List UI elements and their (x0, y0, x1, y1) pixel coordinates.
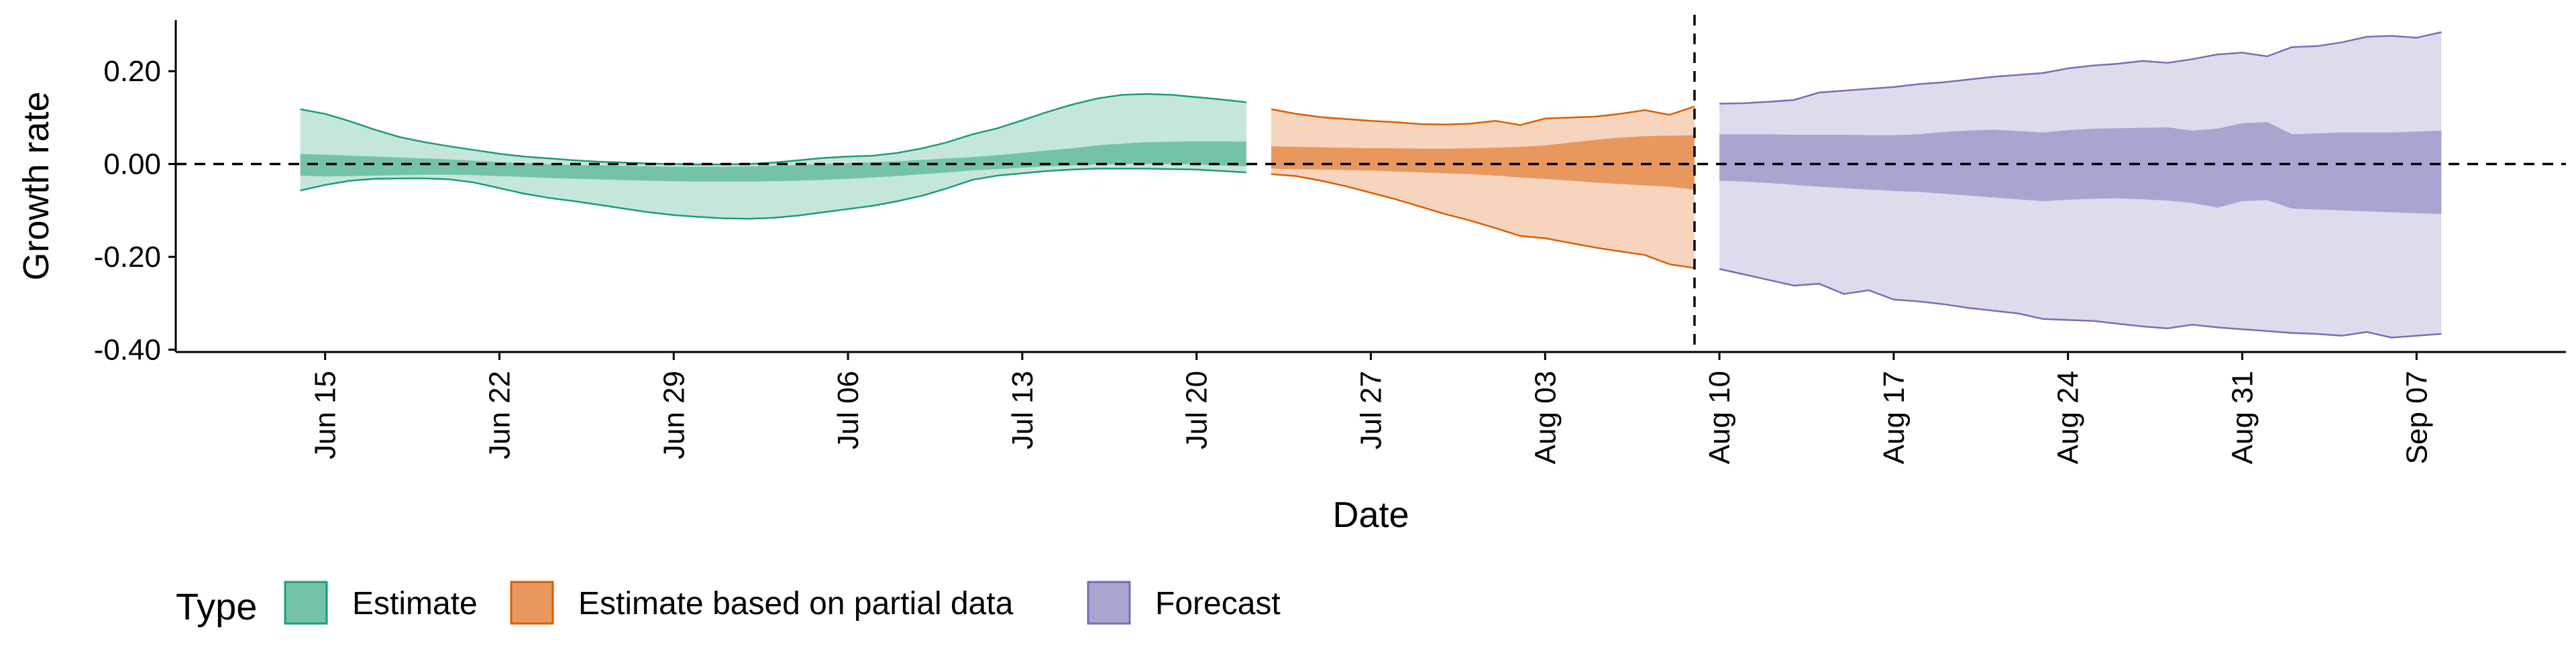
legend: Type Estimate Estimate based on partial da… (176, 581, 1281, 628)
y-tick-label: -0.20 (94, 241, 161, 274)
legend-label-partial: Estimate based on partial data (578, 586, 1014, 622)
x-tick-label: Jul 27 (1355, 371, 1388, 449)
legend-key-partial (510, 581, 554, 625)
legend-key-estimate (284, 581, 328, 625)
legend-key-forecast (1087, 581, 1131, 625)
x-tick-label: Jun 15 (309, 371, 342, 459)
x-tick-label: Aug 31 (2226, 371, 2259, 464)
x-tick-label: Jun 22 (484, 371, 517, 459)
x-tick-label: Jun 29 (657, 371, 690, 459)
forecast-inner-interval (1719, 122, 2442, 215)
x-tick-label: Jul 13 (1006, 371, 1039, 449)
x-tick-label: Jul 20 (1181, 371, 1214, 449)
x-tick-label: Aug 10 (1703, 371, 1736, 464)
x-tick-label: Aug 17 (1878, 371, 1911, 464)
forecast-upper-bound-line (1719, 31, 2442, 105)
y-axis-title: Growth rate (16, 91, 56, 280)
y-tick-label: 0.00 (103, 148, 161, 181)
y-tick-label: -0.40 (94, 334, 161, 367)
partial-inner-interval (1271, 135, 1695, 190)
legend-label-forecast: Forecast (1155, 586, 1281, 622)
estimate-lower-bound-line (300, 168, 1246, 220)
estimate-inner-interval (300, 141, 1246, 182)
legend-title: Type (176, 585, 257, 628)
reference-lines (176, 15, 2566, 352)
estimate-upper-bound-line (300, 93, 1247, 166)
x-tick-label: Aug 03 (1529, 371, 1562, 464)
axes: 0.20 0.00 -0.20 -0.40 Jun 15 Jun 22 Jun 29 Jul … (16, 20, 2566, 535)
ribbon-layer (300, 31, 2442, 339)
partial-lower-bound-line (1271, 173, 1695, 269)
partial-series (1271, 105, 1695, 269)
forecast-series (1719, 31, 2442, 339)
x-tick-label: Jul 06 (832, 371, 865, 449)
partial-outer-interval (1271, 106, 1695, 268)
legend-label-estimate: Estimate (352, 586, 478, 622)
forecast-lower-bound-line (1719, 268, 2442, 339)
x-axis-title: Date (1332, 495, 1409, 535)
y-tick-label: 0.20 (103, 55, 161, 88)
x-tick-label: Sep 07 (2400, 371, 2433, 464)
partial-upper-bound-line (1271, 105, 1695, 126)
x-tick-label: Aug 24 (2052, 371, 2085, 464)
estimate-series (300, 93, 1247, 220)
